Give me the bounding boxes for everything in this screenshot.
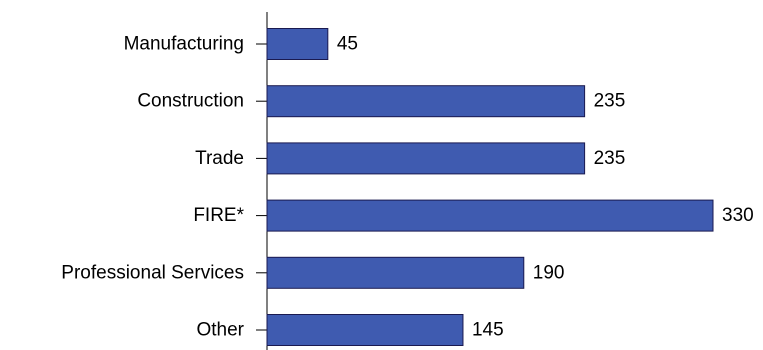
value-label: 235 <box>594 91 626 112</box>
bar <box>266 142 586 175</box>
category-labels: Manufacturing Construction Trade FIRE* Profe… <box>61 34 244 341</box>
category-label: Professional Services <box>61 262 244 283</box>
bar <box>266 28 329 60</box>
bar <box>266 199 714 232</box>
value-label: 330 <box>722 205 754 226</box>
bar <box>266 256 525 289</box>
bars <box>266 28 714 346</box>
value-label: 235 <box>594 148 626 169</box>
category-label: Other <box>196 320 244 341</box>
category-label: Manufacturing <box>124 34 244 55</box>
bar <box>266 85 586 118</box>
category-label: Trade <box>195 148 244 169</box>
category-label: Construction <box>137 91 244 112</box>
value-label: 190 <box>533 262 565 283</box>
category-label: FIRE* <box>193 205 244 226</box>
value-label: 45 <box>337 34 358 55</box>
y-axis-ticks <box>256 43 267 331</box>
bar <box>266 314 464 346</box>
value-labels: 45 235 235 330 190 145 <box>337 34 754 341</box>
value-label: 145 <box>472 320 504 341</box>
